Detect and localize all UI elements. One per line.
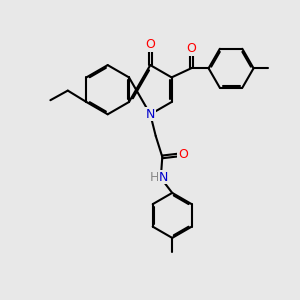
Text: H: H <box>149 171 159 184</box>
Text: N: N <box>146 108 155 121</box>
Text: O: O <box>186 42 196 55</box>
Text: O: O <box>146 38 155 51</box>
Text: O: O <box>178 148 188 161</box>
Text: N: N <box>159 171 169 184</box>
